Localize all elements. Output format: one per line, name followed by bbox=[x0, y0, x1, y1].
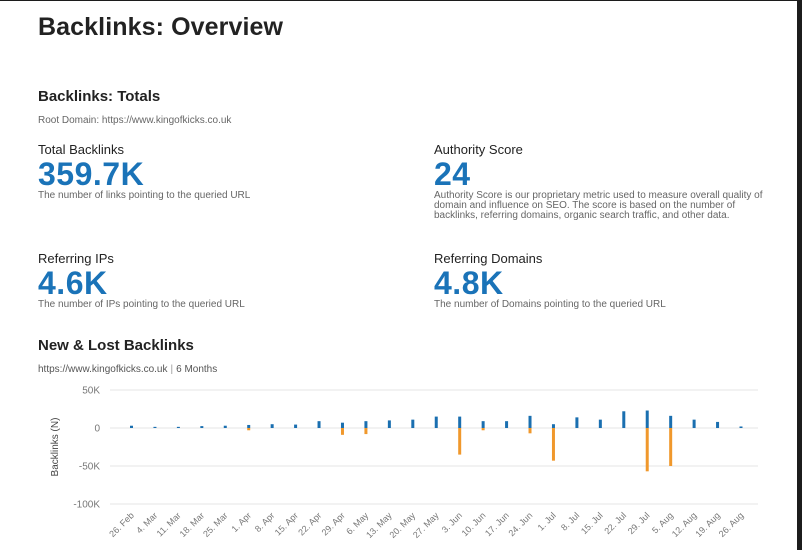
new-backlinks-bar bbox=[669, 415, 673, 428]
x-tick-label: 27. May bbox=[411, 510, 441, 540]
new-backlinks-bar bbox=[434, 416, 438, 428]
referring-domains-label: Referring Domains bbox=[434, 251, 543, 266]
new-backlinks-bar bbox=[294, 424, 298, 428]
total-backlinks-label: Total Backlinks bbox=[38, 142, 124, 157]
page-title: Backlinks: Overview bbox=[38, 13, 284, 41]
totals-section-title: Backlinks: Totals bbox=[38, 88, 161, 105]
y-axis-label: Backlinks (N) bbox=[50, 418, 61, 477]
new-backlinks-bar bbox=[270, 424, 274, 428]
new-backlinks-bar bbox=[575, 417, 579, 428]
x-tick-label: 10. Jun bbox=[460, 510, 488, 538]
x-tick-label: 29. Apr bbox=[320, 510, 347, 537]
referring-ips-metric: Referring IPs 4.6K The number of IPs poi… bbox=[38, 251, 245, 310]
lost-backlinks-bar bbox=[669, 428, 673, 466]
lost-backlinks-bar bbox=[645, 428, 649, 472]
x-tick-label: 22. Apr bbox=[296, 510, 323, 537]
x-tick-label: 29. Jul bbox=[626, 510, 652, 536]
new-backlinks-bar bbox=[411, 419, 415, 428]
lost-backlinks-bar bbox=[551, 428, 555, 461]
authority-score-label: Authority Score bbox=[434, 142, 523, 157]
referring-ips-label: Referring IPs bbox=[38, 251, 114, 266]
new-backlinks-bar bbox=[622, 411, 626, 428]
referring-domains-value: 4.8K bbox=[434, 265, 504, 301]
referring-domains-metric: Referring Domains 4.8K The number of Dom… bbox=[434, 251, 666, 310]
new-backlinks-bar bbox=[317, 421, 321, 428]
lost-backlinks-bar bbox=[247, 428, 251, 431]
x-tick-label: 18. Mar bbox=[178, 510, 207, 539]
new-backlinks-bar bbox=[645, 410, 649, 428]
x-tick-label: 22. Jul bbox=[602, 510, 628, 536]
chart-period: 6 Months bbox=[176, 364, 218, 375]
new-backlinks-bar bbox=[505, 421, 509, 428]
total-backlinks-value: 359.7K bbox=[38, 156, 145, 192]
new-backlinks-bar bbox=[739, 426, 743, 428]
new-backlinks-bar bbox=[223, 425, 227, 428]
new-backlinks-bar bbox=[387, 420, 391, 428]
x-tick-label: 19. Aug bbox=[693, 510, 722, 539]
new-backlinks-bar bbox=[364, 421, 368, 428]
x-tick-label: 25. Mar bbox=[201, 510, 230, 539]
x-tick-label: 12. Aug bbox=[670, 510, 699, 539]
referring-domains-desc: The number of Domains pointing to the qu… bbox=[434, 299, 666, 310]
referring-ips-value: 4.6K bbox=[38, 265, 108, 301]
chart-subtitle: https://www.kingofkicks.co.uk | 6 Months bbox=[38, 364, 217, 375]
new-backlinks-bar bbox=[551, 424, 555, 428]
authority-score-value: 24 bbox=[434, 156, 471, 192]
new-backlinks-bar bbox=[458, 416, 462, 428]
lost-backlinks-bar bbox=[528, 428, 532, 434]
x-tick-label: 15. Jul bbox=[579, 510, 605, 536]
new-backlinks-bar bbox=[340, 422, 344, 428]
x-tick-label: 15. Apr bbox=[273, 510, 300, 537]
total-backlinks-metric: Total Backlinks 359.7K The number of lin… bbox=[38, 142, 250, 201]
x-tick-label: 24. Jun bbox=[506, 510, 534, 538]
chart-url: https://www.kingofkicks.co.uk bbox=[38, 364, 168, 375]
referring-ips-desc: The number of IPs pointing to the querie… bbox=[38, 299, 245, 310]
x-tick-label: 1. Apr bbox=[229, 510, 253, 534]
new-backlinks-bar bbox=[200, 426, 204, 428]
lost-backlinks-bar bbox=[458, 428, 462, 455]
new-backlinks-bar bbox=[130, 425, 133, 428]
total-backlinks-desc: The number of links pointing to the quer… bbox=[38, 190, 251, 201]
chart-section-title: New & Lost Backlinks bbox=[38, 337, 194, 354]
y-tick-label: -50K bbox=[79, 462, 100, 473]
root-domain-text: Root Domain: https://www.kingofkicks.co.… bbox=[38, 115, 232, 126]
lost-backlinks-bar bbox=[340, 428, 344, 435]
new-backlinks-bar bbox=[716, 421, 720, 428]
new-backlinks-bar bbox=[598, 419, 602, 428]
window-right-border bbox=[797, 0, 802, 550]
authority-score-desc: Authority Score is our proprietary metri… bbox=[434, 190, 763, 221]
lost-backlinks-bar bbox=[364, 428, 368, 435]
new-backlinks-bar bbox=[692, 419, 696, 428]
new-backlinks-bar bbox=[153, 426, 157, 428]
chart-subtitle-separator: | bbox=[170, 364, 174, 375]
y-tick-label: -100K bbox=[73, 500, 100, 511]
x-tick-label: 17. Jun bbox=[483, 510, 511, 538]
window-top-border bbox=[0, 0, 802, 1]
lost-backlinks-bar bbox=[481, 428, 485, 431]
y-tick-label: 50K bbox=[82, 386, 100, 397]
y-tick-label: 0 bbox=[94, 424, 100, 435]
new-backlinks-bar bbox=[176, 426, 180, 428]
authority-score-metric: Authority Score 24 Authority Score is ou… bbox=[434, 142, 764, 221]
x-tick-label: 26. Aug bbox=[717, 510, 746, 539]
new-backlinks-bar bbox=[247, 424, 251, 428]
new-backlinks-bar bbox=[481, 421, 485, 428]
new-backlinks-bar bbox=[528, 415, 532, 428]
x-tick-label: 26. Feb bbox=[107, 510, 136, 539]
x-tick-label: 1. Jul bbox=[536, 510, 558, 532]
